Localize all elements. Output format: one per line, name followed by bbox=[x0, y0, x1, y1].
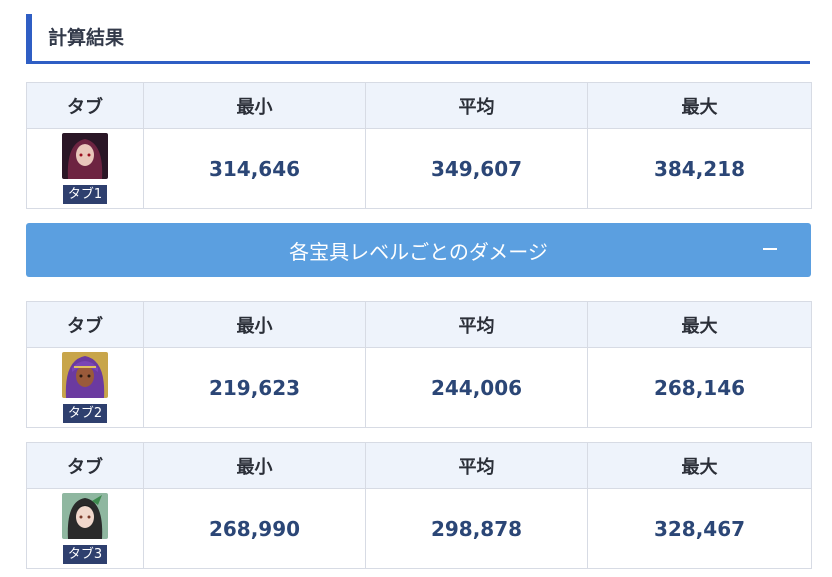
max-value: 328,467 bbox=[587, 488, 812, 569]
summary-table: タブ 最小 平均 最大 タブ1 314,646 349,607 384,218 bbox=[26, 82, 812, 209]
section-heading: 計算結果 bbox=[26, 14, 810, 64]
np-level-damage-toggle[interactable]: 各宝具レベルごとのダメージ bbox=[26, 223, 811, 277]
header-max: 最大 bbox=[587, 82, 812, 129]
toggle-label: 各宝具レベルごとのダメージ bbox=[289, 240, 548, 264]
table-row: タブ3 268,990 298,878 328,467 bbox=[26, 488, 812, 569]
header-tab: タブ bbox=[26, 82, 144, 129]
header-min: 最小 bbox=[143, 82, 366, 129]
table-row: タブ1 314,646 349,607 384,218 bbox=[26, 128, 812, 209]
servant-avatar-icon bbox=[62, 133, 108, 179]
avg-value: 349,607 bbox=[365, 128, 588, 209]
servant-avatar-icon bbox=[62, 352, 108, 398]
table-header-row: タブ 最小 平均 最大 bbox=[26, 82, 812, 129]
level-table-1: タブ 最小 平均 最大 タブ2 219,623 244,006 268,146 bbox=[26, 301, 812, 428]
header-tab: タブ bbox=[26, 301, 144, 348]
avg-value: 244,006 bbox=[365, 347, 588, 428]
table-header-row: タブ 最小 平均 最大 bbox=[26, 442, 812, 489]
header-max: 最大 bbox=[587, 442, 812, 489]
max-value: 268,146 bbox=[587, 347, 812, 428]
header-min: 最小 bbox=[143, 442, 366, 489]
avg-value: 298,878 bbox=[365, 488, 588, 569]
tab-badge: タブ3 bbox=[62, 545, 108, 564]
header-avg: 平均 bbox=[365, 301, 588, 348]
min-value: 219,623 bbox=[143, 347, 366, 428]
header-tab: タブ bbox=[26, 442, 144, 489]
table-row: タブ2 219,623 244,006 268,146 bbox=[26, 347, 812, 428]
section-title: 計算結果 bbox=[48, 27, 125, 49]
header-avg: 平均 bbox=[365, 442, 588, 489]
tab-badge: タブ2 bbox=[62, 404, 108, 423]
tab-badge: タブ1 bbox=[62, 185, 108, 204]
max-value: 384,218 bbox=[587, 128, 812, 209]
minus-icon[interactable] bbox=[763, 248, 777, 250]
table-header-row: タブ 最小 平均 最大 bbox=[26, 301, 812, 348]
header-avg: 平均 bbox=[365, 82, 588, 129]
header-max: 最大 bbox=[587, 301, 812, 348]
min-value: 268,990 bbox=[143, 488, 366, 569]
tab-cell: タブ1 bbox=[26, 128, 144, 209]
tab-cell: タブ3 bbox=[26, 488, 144, 569]
min-value: 314,646 bbox=[143, 128, 366, 209]
header-min: 最小 bbox=[143, 301, 366, 348]
level-table-2: タブ 最小 平均 最大 タブ3 268,990 298,878 328,467 bbox=[26, 442, 812, 569]
tab-cell: タブ2 bbox=[26, 347, 144, 428]
servant-avatar-icon bbox=[62, 493, 108, 539]
